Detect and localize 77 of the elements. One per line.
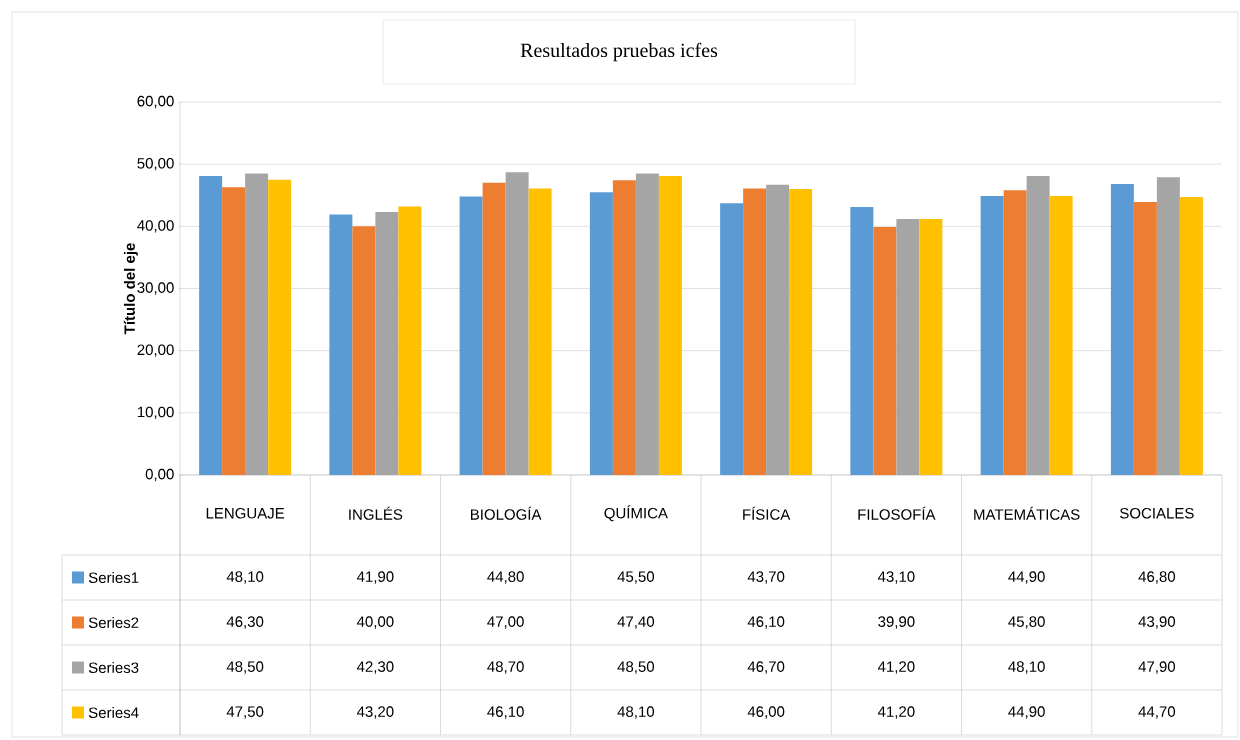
legend-label: Series4 [88,707,139,719]
data-label: 41,90 [356,571,394,584]
y-axis-title: Título del eje [123,243,138,335]
bar [873,226,897,475]
data-label: 47,90 [1138,661,1176,674]
bar [268,179,292,475]
data-label: 44,90 [1008,706,1045,719]
bar [528,188,552,475]
bar [720,203,744,475]
x-tick-label: FÍSICA [743,506,791,520]
x-tick-label: LENGUAJE [206,507,285,519]
bar [352,226,376,475]
bar [459,196,483,475]
data-label: 48,70 [487,661,524,674]
x-tick-label: QUÍMICA [604,505,668,522]
data-label: 43,10 [877,571,915,584]
legend-label: Series2 [88,617,139,628]
data-label: 43,90 [1138,616,1176,629]
data-label: 46,10 [487,706,524,719]
data-label: 43,20 [356,706,394,719]
data-label: 41,20 [877,661,915,674]
bar [980,195,1004,475]
data-label: 48,50 [617,661,655,674]
bar [789,189,813,475]
data-label: 47,40 [617,616,655,629]
bar [1110,184,1134,475]
data-label: 48,10 [617,706,655,719]
legend-label: Series3 [88,662,139,674]
y-tick-label: 20,00 [137,344,174,357]
data-label: 44,70 [1138,706,1176,719]
data-label: 45,80 [1008,616,1045,629]
y-tick-label: 40,00 [137,220,174,233]
data-label: 47,00 [487,616,524,629]
y-tick-label: 0,00 [145,468,174,482]
bar [1133,202,1157,475]
data-label: 48,10 [226,571,264,584]
bar [199,175,223,475]
bar [850,207,874,475]
bar [329,214,353,475]
bar [1179,197,1203,475]
bar [919,218,943,475]
bar [1003,190,1027,475]
x-tick-label: BIOLOGÍA [471,506,542,520]
legend-label: Series1 [88,572,139,584]
x-tick-label: SOCIALES [1120,507,1194,519]
data-label: 48,50 [226,661,264,674]
bar [482,182,506,475]
data-label: 42,30 [356,661,394,674]
data-label: 46,70 [747,661,785,674]
bar [222,187,246,475]
data-label: 46,30 [226,616,264,629]
bar [398,206,422,475]
data-label: 43,70 [747,571,785,584]
data-label: 47,50 [226,706,264,719]
x-tick-label: FILOSOFÍA [858,506,936,520]
y-tick-label: 60,00 [137,95,174,109]
data-label: 39,90 [878,616,915,629]
data-label: 46,80 [1138,571,1176,584]
data-label: 44,80 [487,571,524,584]
data-label: 45,50 [617,571,655,584]
bar [658,175,682,475]
bar [612,180,636,475]
y-tick-label: 10,00 [137,406,174,420]
x-tick-label: INGLÉS [349,506,403,520]
bar [589,192,613,475]
x-tick-label: MATEMÁTICAS [974,506,1080,520]
y-tick-label: 50,00 [137,157,174,171]
data-label: 46,10 [747,616,785,629]
bar [1049,195,1073,475]
data-label: 44,90 [1008,571,1045,584]
bar [743,188,767,475]
data-label: 48,10 [1008,661,1045,674]
y-tick-label: 30,00 [137,282,174,295]
data-label: 41,20 [877,706,915,719]
data-label: 40,00 [356,616,394,629]
chart-title: Resultados pruebas icfes [520,42,718,62]
data-label: 46,00 [747,706,785,719]
